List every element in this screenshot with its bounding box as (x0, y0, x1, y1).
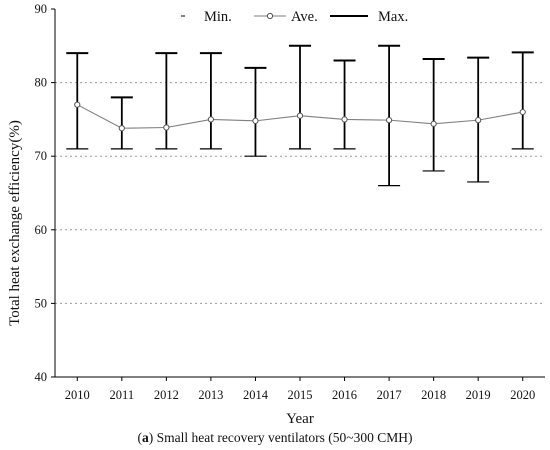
average-point-2012 (163, 124, 170, 131)
legend-min-label: Min. (204, 9, 232, 25)
y-tick-label-50: 50 (35, 296, 48, 310)
data-marks (66, 44, 534, 187)
average-point-2020 (519, 108, 526, 116)
x-tick-label-2010: 2010 (65, 388, 90, 402)
x-tick-label-2017: 2017 (377, 388, 402, 402)
average-point-2013 (207, 116, 215, 123)
average-point-2011 (118, 125, 125, 132)
average-point-2014 (252, 117, 259, 124)
figure-caption: (a) Small heat recovery ventilators (50~… (0, 430, 550, 446)
chart: 40 50 60 70 80 90 2010 2011 2012 2013 2014 2015 2016… (7, 2, 545, 427)
y-axis-title: Total heat exchange efficiency(%) (7, 120, 23, 326)
x-tick-label-2011: 2011 (110, 388, 135, 402)
caption-label: a (142, 430, 149, 445)
y-tick-label-70: 70 (35, 149, 48, 163)
x-tick-label-2019: 2019 (466, 388, 491, 402)
legend-ave-marker (266, 12, 274, 20)
y-tick-label-90: 90 (35, 2, 48, 16)
x-tick-label-2012: 2012 (154, 388, 179, 402)
legend: Min. Ave. Max. (181, 9, 408, 25)
x-tick-label-2015: 2015 (288, 388, 313, 402)
y-tick-label-80: 80 (35, 76, 48, 90)
axes: 40 50 60 70 80 90 2010 2011 2012 2013 2014 2015 2016… (35, 2, 545, 402)
average-point-2016 (341, 116, 348, 123)
caption-prefix: ( (137, 430, 143, 445)
legend-ave-label: Ave. (291, 9, 318, 25)
legend-max-label: Max. (378, 9, 408, 25)
y-tick-label-60: 60 (35, 223, 48, 237)
x-tick-label-2020: 2020 (510, 388, 535, 402)
x-tick-label-2018: 2018 (421, 388, 446, 402)
x-axis-title: Year (286, 411, 314, 427)
y-tick-label-40: 40 (35, 370, 48, 384)
average-point-2017 (385, 117, 393, 124)
average-point-2018 (430, 120, 437, 127)
x-tick-label-2016: 2016 (332, 388, 357, 402)
x-tick-label-2013: 2013 (198, 388, 223, 402)
average-point-2019 (475, 117, 482, 124)
average-point-2015 (296, 112, 304, 119)
x-tick-label-2014: 2014 (243, 388, 269, 402)
average-point-2010 (74, 101, 81, 108)
caption-text: ) Small heat recovery ventilators (50~30… (148, 430, 413, 445)
